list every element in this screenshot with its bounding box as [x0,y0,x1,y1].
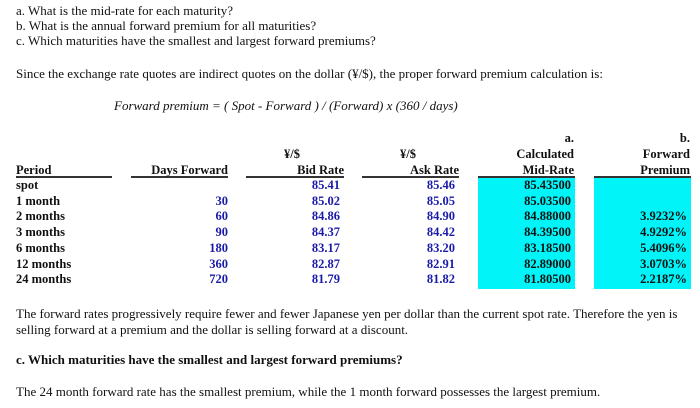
cell-premium: 3.9232% [640,209,687,223]
header-premium-label: b. [679,131,690,145]
header-rule [478,176,575,178]
cell-ask: 82.91 [426,257,455,271]
header-period: Period [16,163,52,177]
cell-mid: 85.43500 [524,178,571,192]
header-ask: Ask Rate [410,163,459,177]
explanation-line-2: selling forward at a premium and the dol… [16,322,409,337]
header-days: Days Forward [151,163,228,177]
intro-text: Since the exchange rate quotes are indir… [16,66,603,81]
question-c-heading: c. Which maturities have the smallest an… [16,352,403,367]
cell-ask: 83.20 [426,241,455,255]
cell-ask: 84.90 [426,209,455,223]
cell-mid: 81.80500 [524,272,571,286]
cell-ask: 85.46 [426,178,455,192]
header-premium: Premium [640,163,690,177]
cell-bid: 83.17 [311,241,340,255]
cell-bid: 84.37 [311,225,340,239]
cell-period: 3 months [16,225,65,239]
cell-bid: 85.41 [311,178,340,192]
cell-period: 6 months [16,241,65,255]
question-c: c. Which maturities have the smallest an… [16,33,376,48]
cell-bid: 81.79 [311,272,340,286]
answer-c: The 24 month forward rate has the smalle… [16,384,601,399]
mid-rate-highlight [478,177,575,289]
header-rule [131,176,228,178]
cell-period: 2 months [16,209,65,223]
cell-bid: 82.87 [311,257,340,271]
cell-days: 90 [215,225,229,239]
header-bid: Bid Rate [297,163,344,177]
cell-mid: 84.39500 [524,225,571,239]
cell-premium: 2.2187% [640,272,687,286]
cell-days: 180 [209,241,228,255]
cell-period: 1 month [16,194,61,208]
header-rule [246,176,344,178]
formula: Forward premium = ( Spot - Forward ) / (… [114,98,458,113]
cell-premium: 3.0703% [640,257,687,271]
cell-days: 30 [215,194,229,208]
cell-period: 24 months [16,272,72,286]
header-premium-top: Forward [642,147,690,161]
cell-days: 60 [215,209,229,223]
cell-ask: 85.05 [426,194,455,208]
cell-bid: 84.86 [311,209,340,223]
header-mid-label: a. [564,131,574,145]
header-mid-top: Calculated [516,147,574,161]
cell-mid: 82.89000 [524,257,571,271]
cell-mid: 84.88000 [524,209,571,223]
cell-bid: 85.02 [311,194,340,208]
header-mid: Mid-Rate [522,163,574,177]
cell-period: 12 months [16,257,72,271]
header-ask-currency: ¥/$ [400,147,416,161]
header-rule [16,176,112,178]
premium-highlight [594,177,691,289]
explanation-line-1: The forward rates progressively require … [16,306,678,321]
header-rule [362,176,459,178]
cell-mid: 85.03500 [524,194,571,208]
cell-period: spot [16,178,39,192]
cell-premium: 4.9292% [640,225,687,239]
header-rule [594,176,691,178]
cell-premium: 5.4096% [640,241,687,255]
cell-mid: 83.18500 [524,241,571,255]
cell-days: 720 [209,272,228,286]
cell-ask: 81.82 [426,272,455,286]
question-a: a. What is the mid-rate for each maturit… [16,3,234,18]
cell-days: 360 [209,257,228,271]
cell-ask: 84.42 [426,225,455,239]
question-b: b. What is the annual forward premium fo… [16,18,317,33]
header-bid-currency: ¥/$ [284,147,300,161]
